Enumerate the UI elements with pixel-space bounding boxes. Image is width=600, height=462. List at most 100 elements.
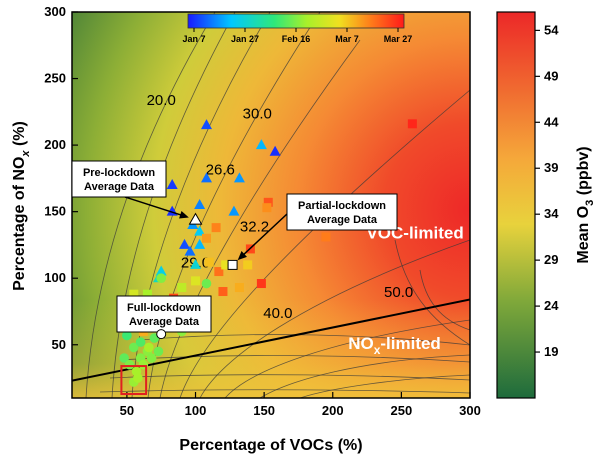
- y-tick-label: 250: [44, 71, 66, 86]
- circle-point: [124, 359, 135, 370]
- annotation-arrowhead: [237, 251, 247, 261]
- date-tick-label: Mar 7: [335, 34, 359, 44]
- o3-colorbar-ticks: 19 24 29 34 39 44 49 54: [535, 22, 559, 359]
- annotation-arrowhead: [179, 210, 189, 219]
- colorbar-tick-label: 34: [544, 206, 559, 221]
- y-axis-label-main: Percentage of NO: [11, 157, 28, 291]
- date-tick-label: Jan 27: [231, 34, 259, 44]
- contour-label: 30.0: [243, 105, 272, 122]
- region-label-sub: x: [374, 343, 381, 357]
- contour-label: 26.6: [206, 161, 235, 178]
- o3-colorbar-label-main: Mean O: [575, 206, 592, 264]
- square-point: [204, 257, 214, 267]
- circle-point: [144, 342, 154, 353]
- annotation-text: Full-lockdown: [127, 302, 201, 314]
- circle-point: [122, 330, 132, 341]
- triangle-point: [228, 205, 240, 216]
- y-axis-label-tail: (%): [11, 121, 28, 150]
- triangle-point: [190, 258, 202, 269]
- colorbar-tick-label: 54: [544, 22, 559, 37]
- colorbar-tick-label: 24: [544, 298, 559, 313]
- square-point: [129, 289, 139, 299]
- contour-label: 40.0: [263, 305, 292, 322]
- date-colorbar: Jan 7 Jan 27 Feb 16 Mar 7 Mar 27: [182, 13, 412, 44]
- square-point: [142, 289, 152, 299]
- triangle-point: [194, 199, 206, 209]
- highlight-box: [120, 365, 148, 396]
- x-tick-label: 200: [322, 403, 344, 418]
- annotation-text: Partial-lockdown: [298, 200, 386, 212]
- axis-ticks: 50 100 150 200 250 300 50 100 150 200 250 300: [44, 4, 481, 418]
- square-point: [218, 287, 228, 297]
- o3-colorbar: 19 24 29 34 39 44 49 54 Mean O3 (ppbv): [496, 11, 596, 399]
- triangle-point: [179, 238, 191, 249]
- contour-line: [199, 239, 470, 398]
- contour-lines: [85, 12, 470, 398]
- annotation-box: [116, 295, 212, 333]
- circle-point: [146, 353, 157, 363]
- annotation-text: Average Data: [129, 316, 200, 328]
- annotation-arrow: [124, 196, 184, 217]
- contour-label: 50.0: [384, 284, 413, 301]
- contour-line: [259, 354, 470, 398]
- annotation-callout: Partial-lockdown Average Data: [237, 193, 398, 261]
- circle-point: [156, 273, 167, 284]
- circle-point: [119, 353, 129, 363]
- circle-point: [128, 342, 139, 353]
- annotation-text: Pre-lockdown: [83, 167, 155, 179]
- contour-line: [99, 389, 470, 394]
- average-marker: [188, 212, 203, 225]
- circle-point: [201, 278, 212, 289]
- triangle-point: [233, 172, 245, 183]
- square-point: [262, 203, 272, 213]
- plot-area: 20.030.026.632.229.040.050.0VOC-limitedN…: [72, 12, 470, 398]
- square-point: [407, 119, 417, 129]
- contour-line: [109, 374, 470, 381]
- contour-line: [394, 239, 470, 346]
- annotation-callout: Pre-lockdown Average Data: [71, 160, 189, 219]
- date-tick-label: Jan 7: [182, 34, 205, 44]
- square-point: [256, 279, 266, 289]
- x-tick-label: 100: [185, 403, 207, 418]
- colorbar-tick-label: 19: [544, 344, 558, 359]
- annotation-text: Average Data: [307, 214, 378, 226]
- square-point: [263, 197, 273, 207]
- region-label-tail: -limited: [380, 334, 440, 353]
- colorbar-tick-label: 49: [544, 68, 558, 83]
- date-tick-label: Mar 27: [384, 34, 413, 44]
- circle-point: [135, 337, 146, 347]
- contour-line: [224, 319, 470, 398]
- square-point: [191, 276, 201, 286]
- triangle-point: [200, 119, 212, 130]
- y-axis-label-sub: x: [20, 150, 32, 158]
- square-point: [221, 260, 231, 270]
- square-point: [177, 283, 187, 293]
- x-tick-label: 250: [391, 403, 413, 418]
- date-colorbar-ticks: Jan 7 Jan 27 Feb 16 Mar 7 Mar 27: [182, 28, 412, 44]
- o3-colorbar-label-tail: (ppbv): [575, 146, 592, 199]
- contour-line: [299, 374, 470, 398]
- annotation-box: [286, 193, 398, 231]
- circle-point: [133, 373, 143, 383]
- triangle-point: [166, 179, 178, 190]
- contour-line: [111, 12, 236, 398]
- contour-label: 32.2: [240, 219, 269, 236]
- contour-line: [139, 334, 470, 346]
- x-tick-label: 50: [120, 403, 134, 418]
- contour-line: [119, 355, 470, 363]
- x-tick-label: 150: [253, 403, 275, 418]
- y-tick-label: 200: [44, 137, 66, 152]
- triangle-point: [194, 238, 206, 249]
- date-colorbar-bar: [187, 13, 405, 29]
- triangle-point: [200, 172, 212, 183]
- annotation-box: [71, 160, 167, 198]
- annotation-arrow: [241, 213, 288, 257]
- contour-line: [159, 39, 361, 398]
- y-tick-label: 150: [44, 204, 66, 219]
- square-point: [201, 233, 211, 243]
- triangle-point: [184, 245, 196, 256]
- y-tick-label: 50: [52, 337, 66, 352]
- annotation-text: Average Data: [84, 181, 155, 193]
- y-tick-label: 300: [44, 4, 66, 19]
